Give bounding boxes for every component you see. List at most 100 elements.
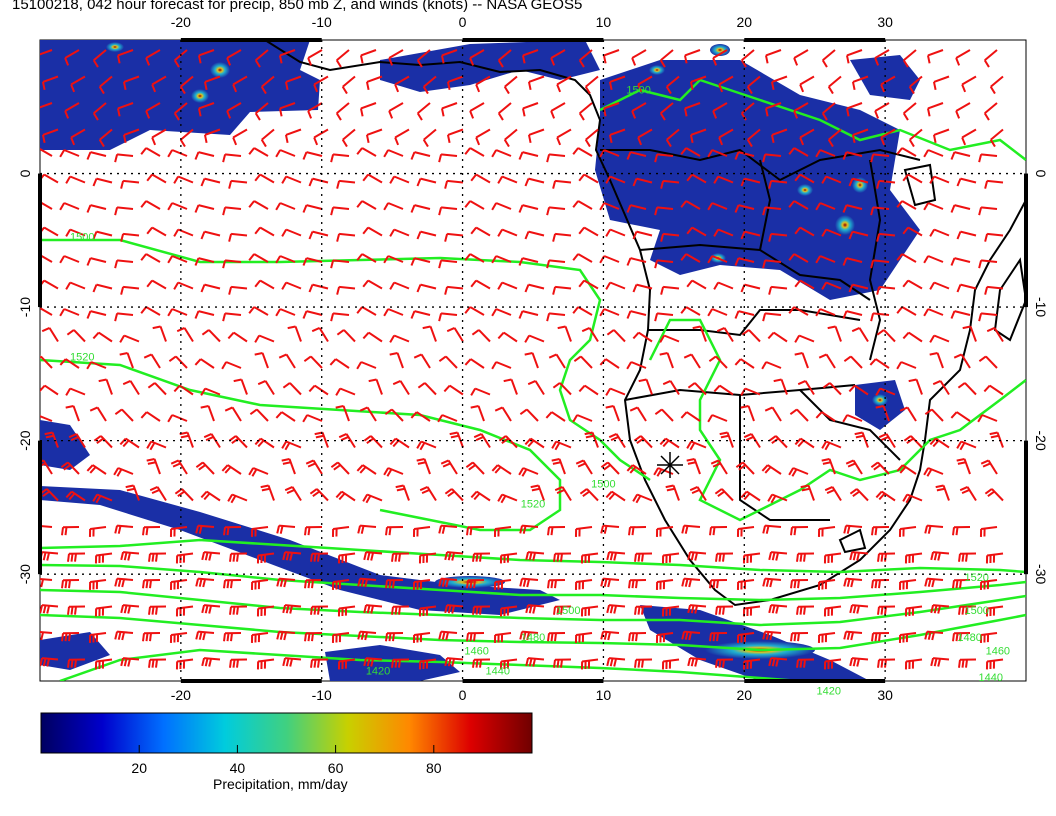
wind-barb xyxy=(65,281,86,290)
wind-barb xyxy=(194,257,215,266)
wind-barb xyxy=(59,149,80,158)
contour-label: 1500 xyxy=(591,478,615,490)
wind-barb xyxy=(979,526,998,537)
wind-barb xyxy=(221,464,242,475)
wind-barb xyxy=(923,255,944,264)
wind-barb xyxy=(65,175,86,184)
wind-barb xyxy=(249,408,269,422)
wind-barb xyxy=(896,361,917,370)
contour-label: 1480 xyxy=(957,632,981,644)
wind-barb xyxy=(602,49,620,64)
wind-barb xyxy=(287,325,302,342)
wind-barb xyxy=(70,75,86,93)
wind-barb xyxy=(572,306,593,316)
wind-barb xyxy=(740,387,761,396)
wind-barb xyxy=(175,605,194,617)
wind-barb xyxy=(662,380,680,396)
wind-barb xyxy=(284,486,302,502)
wind-barb xyxy=(827,128,842,148)
wind-barb xyxy=(470,387,491,396)
contour-1420 xyxy=(59,648,801,681)
wind-barb xyxy=(308,177,329,187)
wind-barb xyxy=(122,128,140,144)
wind-barb xyxy=(146,226,167,237)
wind-barb xyxy=(796,605,815,615)
wind-barb xyxy=(823,658,842,670)
country-border xyxy=(600,148,921,182)
wind-barb xyxy=(302,414,323,423)
wind-barb xyxy=(707,255,728,264)
wind-barb xyxy=(524,351,539,369)
wind-barb xyxy=(961,128,977,146)
wind-barb xyxy=(632,283,653,293)
wind-barb xyxy=(849,657,869,667)
wind-barb xyxy=(142,632,161,642)
wind-barb xyxy=(923,467,944,477)
wind-barb xyxy=(173,384,194,396)
wind-barb xyxy=(173,175,194,184)
wind-barb xyxy=(707,149,728,158)
wind-barb xyxy=(519,577,539,588)
wind-barb xyxy=(580,605,599,617)
wind-barb xyxy=(552,285,572,295)
wind-barb xyxy=(229,605,248,615)
wind-barb xyxy=(518,204,539,213)
wind-barb xyxy=(626,257,647,266)
wind-barb xyxy=(631,102,647,119)
wind-barb xyxy=(363,604,383,614)
wind-barb xyxy=(761,361,782,370)
wind-barb xyxy=(491,255,512,264)
country-border xyxy=(799,389,901,461)
wind-barb xyxy=(169,579,188,590)
precip-area-east-africa xyxy=(850,55,920,100)
wind-barb xyxy=(821,102,836,121)
wind-barb xyxy=(768,179,788,189)
wind-barb xyxy=(908,378,923,395)
country-border xyxy=(759,159,772,251)
wind-barb xyxy=(143,353,161,369)
wind-barb xyxy=(929,228,950,237)
wind-barb xyxy=(736,526,755,537)
wind-barb xyxy=(546,312,566,322)
wind-barb xyxy=(843,355,863,369)
wind-barb xyxy=(146,440,167,451)
wind-barb xyxy=(196,685,214,693)
wind-barb xyxy=(88,526,107,537)
wind-barb xyxy=(302,257,323,266)
frame-edge-bar xyxy=(180,38,322,42)
frame-edge-bar xyxy=(462,679,604,683)
wind-barb xyxy=(252,686,268,696)
wind-barb xyxy=(950,257,971,266)
wind-barb xyxy=(470,226,491,237)
wind-barb xyxy=(849,488,869,502)
wind-barb xyxy=(410,204,431,213)
wind-barb xyxy=(67,605,86,615)
wind-barb xyxy=(362,331,383,343)
wind-barb xyxy=(465,461,485,475)
wind-barb xyxy=(228,285,248,295)
wind-barb xyxy=(275,411,296,422)
wind-barb xyxy=(310,552,329,562)
wind-barb xyxy=(547,632,566,642)
wind-barb xyxy=(494,406,512,422)
wind-barb xyxy=(950,204,971,213)
wind-barb xyxy=(195,461,215,475)
wind-barb xyxy=(362,226,383,237)
wind-barb xyxy=(282,657,302,667)
wind-barb xyxy=(659,437,680,449)
wind-barb xyxy=(715,658,734,668)
wind-barb xyxy=(392,380,410,396)
wind-barb xyxy=(444,551,464,561)
wind-barb xyxy=(870,259,890,269)
wind-barb xyxy=(389,228,410,237)
wind-barb xyxy=(250,579,269,590)
wind-barb xyxy=(248,200,269,210)
wind-barb xyxy=(575,459,593,475)
wind-barb xyxy=(250,526,269,537)
wind-barb xyxy=(551,440,572,451)
wind-barb xyxy=(385,526,404,536)
wind-barb xyxy=(799,75,815,93)
wind-barb xyxy=(746,128,761,148)
wind-barb xyxy=(439,685,457,693)
wind-barb xyxy=(475,75,491,93)
